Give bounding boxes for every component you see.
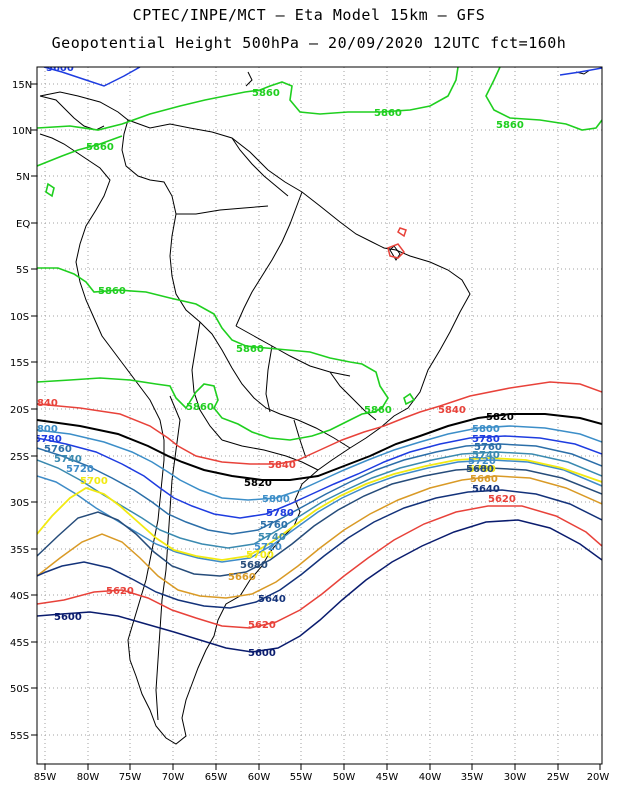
contour-5620 [37,505,602,629]
label-5600: 5600 [54,612,82,623]
contour-5760 [37,443,602,535]
label-5800: 5800 [262,494,290,505]
label-5800: 5800 [30,424,58,435]
label-5600: 5600 [46,63,74,74]
label-5780: 5780 [266,508,294,519]
label-5700: 5700 [80,476,108,487]
coastlines [39,69,591,745]
label-5700: 5700 [468,464,496,475]
lon-label: 65W [205,772,228,783]
lon-label: 20W [587,772,610,783]
lat-label: 45S [10,638,29,649]
contour-5820 [37,413,602,481]
lat-label: 40S [10,591,29,602]
lat-lon-grid [37,67,602,764]
lat-label: 50S [10,684,29,695]
label-5860: 5860 [252,88,280,99]
lon-label: 75W [119,772,142,783]
label-5680: 5680 [466,464,494,475]
tick-marks [31,83,601,770]
label-5660: 5660 [470,474,498,485]
lon-label: 60W [248,772,271,783]
lon-label: 80W [77,772,100,783]
contour-5700 [37,457,602,561]
map-frame [36,66,603,765]
lat-label: 10N [12,126,32,137]
contour-5800 [37,425,602,501]
label-5720: 5720 [66,464,94,475]
label-5860: 5860 [374,108,402,119]
contour-5640 [37,489,602,609]
lat-label: 5N [16,172,30,183]
label-5860: 5860 [236,344,264,355]
label-5780: 5780 [34,434,62,445]
lon-label: 85W [34,772,57,783]
label-5740: 5740 [54,454,82,465]
label-5640: 5640 [472,484,500,495]
lon-label: 30W [504,772,527,783]
label-5780: 5780 [472,434,500,445]
lat-label: EQ [16,219,30,230]
lat-label: 35S [10,545,29,556]
contour-5860 [37,67,602,441]
lat-label: 15N [12,80,32,91]
lat-label: 20S [10,405,29,416]
label-5800: 5800 [472,424,500,435]
label-5840: 5840 [30,398,58,409]
lat-label: 10S [10,312,29,323]
map-title-line-2: Geopotential Height 500hPa – 20/09/2020 … [51,34,567,52]
label-5820: 5820 [486,412,514,423]
label-5660: 5660 [228,572,256,583]
contour-5840 [37,227,602,465]
lat-label: 15S [10,358,29,369]
label-5760: 5760 [474,442,502,453]
label-5700: 5700 [246,550,274,561]
lat-label: 55S [10,731,29,742]
lon-label: 70W [162,772,185,783]
contour-5740 [37,451,602,549]
label-5620: 5620 [248,620,276,631]
lon-label: 45W [376,772,399,783]
contour-5600 [37,519,602,653]
latitude-labels: 15N 10N 5N EQ 5S 10S 15S 20S 25S 30S 35S… [10,80,32,742]
label-5860: 5860 [364,405,392,416]
contour-5860-topright [559,67,602,76]
lat-label: 30S [10,498,29,509]
label-5860: 5860 [186,402,214,413]
lon-label: 25W [547,772,570,783]
map-title-line-1: CPTEC/INPE/MCT – Eta Model 15km – GFS [132,6,486,24]
label-5860: 5860 [86,142,114,153]
label-5860: 5860 [98,286,126,297]
label-5600: 5600 [248,648,276,659]
label-5860: 5860 [496,120,524,131]
label-5740: 5740 [258,532,286,543]
lon-label: 55W [290,772,313,783]
lon-label: 35W [461,772,484,783]
label-5820: 5820 [244,478,272,489]
lat-label: 25S [10,452,29,463]
label-5640: 5640 [258,594,286,605]
label-5620: 5620 [488,494,516,505]
label-5720: 5720 [468,456,496,467]
label-5760: 5760 [260,520,288,531]
longitude-labels: 85W 80W 75W 70W 65W 60W 55W 50W 45W 40W … [34,772,610,783]
contour-labels: 5860 5860 5860 5860 5860 5860 5860 5860 … [30,63,524,659]
lon-label: 50W [333,772,356,783]
label-5720: 5720 [254,542,282,553]
label-5620: 5620 [106,586,134,597]
label-5840: 5840 [438,405,466,416]
lon-label: 40W [419,772,442,783]
contour-5680 [37,467,602,577]
contour-5660 [37,475,602,599]
contour-5780 [37,435,602,519]
contour-5600-north [43,67,141,87]
label-5740: 5740 [472,450,500,461]
label-5680: 5680 [240,560,268,571]
lat-label: 5S [16,265,29,276]
label-5840: 5840 [268,460,296,471]
label-5760: 5760 [44,444,72,455]
